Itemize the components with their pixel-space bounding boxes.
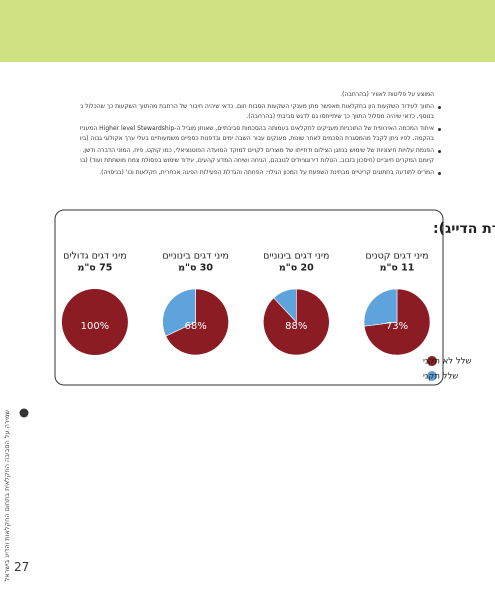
text-line: התווך לעידוד השקעות הון בחקלאות מאפשר מת… [80,102,434,110]
paragraph: התווך לעידוד השקעות הון בחקלאות מאפשר מת… [80,102,442,123]
pie-size: 11 ס"מ [380,263,415,274]
data-label: 68% [184,321,206,332]
data-label: 73% [386,321,408,332]
body-text: המוצע על פליטות לאוויר (בהרחבה). התווך לע… [80,90,442,179]
legend-swatch [427,371,437,381]
pie-slice [273,288,297,323]
pie-size: 30 ס"מ [178,263,213,274]
text-line: המרים לתודעה בחתוגים קריטיים מבחינת השפע… [99,168,434,176]
pie-slice [363,288,398,327]
paragraph: הפנמת עלויות חיצוניות של שימוש בנוזגן הצ… [80,146,442,167]
pie-size: 75 ס"מ [77,263,112,274]
chart-frame [54,209,444,386]
pie-label: מיני דגים בינוניים [162,251,228,262]
pie-size: 20 ס"מ [279,263,314,274]
page-number: 27 [14,560,30,574]
text-line: המוצע על פליטות לאוויר (בהרחבה). [340,91,434,98]
pie-label: מיני דגים קטנים [365,251,428,262]
text-line: הפנמת עלויות חיצוניות של שימוש בנוזגן הצ… [80,146,434,154]
text-line: בנוסף, כדאי שיהיה מסלול התווך כך שיתייחס… [246,113,434,120]
pie-label: מיני דגים גדולים [63,251,127,262]
pie-slice [165,288,229,356]
text-line: קיומם המקרים חיוביים (חיסכון בזבוב, הטלו… [80,157,434,164]
legend-label: שלל לא תקני [423,357,472,367]
text-line: איחוד המכמה האירופית של התוכניות מעניקים… [80,124,434,132]
pie-slice [162,288,196,337]
text-line: בהקמה, לפיו ניתן לקבל מהמסגרת הסכמים לאח… [80,135,434,142]
header-band [0,0,495,62]
data-label: 100% [81,321,110,332]
pie-label: מיני דגים בינוניים [263,251,329,262]
pie-slice [61,289,128,355]
side-icon [19,408,29,418]
sidebar-text: שמירה על הסביבה החקלאית בתחום החקלאות וה… [3,410,11,582]
paragraph: איחוד המכמה האירופית של התוכניות מעניקים… [80,124,442,145]
paragraph: המוצע על פליטות לאוויר (בהרחבה). [80,90,442,101]
data-label: 88% [285,321,307,332]
chart-title: שיעור שלל המכמורות הלא תקני (לפי פקודת ה… [433,221,495,237]
legend-label: שלל תקני [423,372,458,382]
legend-swatch [427,356,437,366]
paragraph: המרים לתודעה בחתוגים קריטיים מבחינת השפע… [80,168,442,179]
